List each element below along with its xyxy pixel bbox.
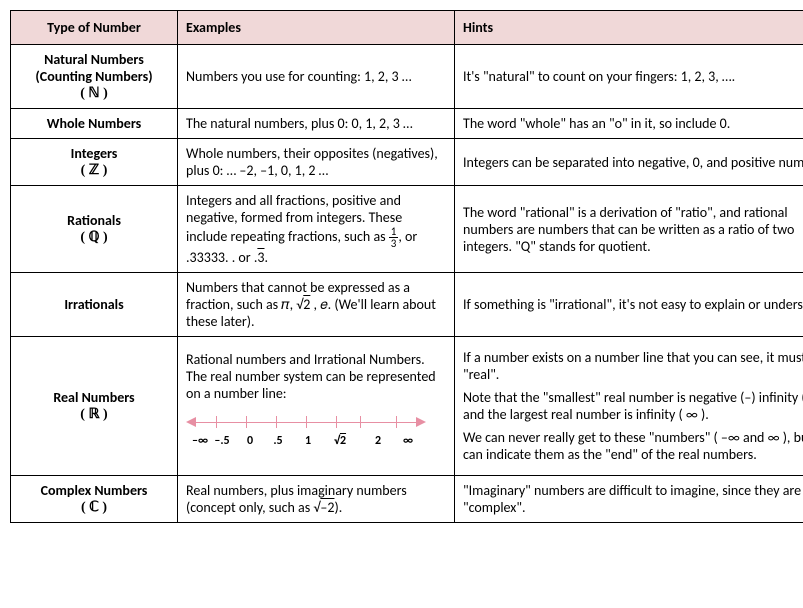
number-line-label: .5	[273, 434, 282, 448]
header-type: Type of Number	[11, 11, 178, 45]
header-examples: Examples	[178, 11, 455, 45]
natural-name-l1: Natural Numbers	[19, 51, 169, 68]
number-line-tick	[276, 416, 277, 428]
header-hints: Hints	[455, 11, 803, 45]
complex-ex-pt2: ).	[334, 499, 342, 516]
number-line-tick	[216, 416, 217, 428]
irrationals-hint: If something is "irrational", it's not e…	[455, 273, 803, 337]
rationals-ex-pt1: Integers and all fractions, positive and…	[186, 192, 402, 245]
complex-name: Complex Numbers	[19, 482, 169, 499]
number-line-label: √2	[334, 434, 346, 448]
row-rationals: Rationals ( ℚ ) Integers and all fractio…	[11, 186, 803, 273]
number-line-tick	[396, 416, 397, 428]
real-symbol: ( ℝ )	[19, 406, 169, 423]
natural-example: Numbers you use for counting: 1, 2, 3 …	[178, 45, 455, 109]
integers-hint: Integers can be separated into negative,…	[455, 139, 803, 186]
number-line-label: ∞	[403, 434, 413, 448]
header-row: Type of Number Examples Hints	[11, 11, 803, 45]
irrationals-name: Irrationals	[11, 273, 178, 337]
number-line-tick	[306, 416, 307, 428]
whole-hint: The word "whole" has an "o" in it, so in…	[455, 109, 803, 139]
row-irrationals: Irrationals Numbers that cannot be expre…	[11, 273, 803, 337]
number-line-label: 0	[247, 434, 253, 448]
number-line-label: 2	[375, 434, 381, 448]
integers-symbol: ( ℤ )	[19, 162, 169, 179]
number-line-label: –.5	[214, 434, 229, 448]
row-natural: Natural Numbers (Counting Numbers) ( ℕ )…	[11, 45, 803, 109]
arrow-right-icon	[416, 417, 426, 427]
complex-hint: "Imaginary" numbers are difficult to ima…	[455, 476, 803, 523]
sqrt-neg2: –2	[320, 499, 334, 516]
whole-name: Whole Numbers	[11, 109, 178, 139]
number-line-label: 1	[305, 434, 311, 448]
integers-name: Integers	[19, 145, 169, 162]
row-real: Real Numbers ( ℝ ) Rational numbers and …	[11, 337, 803, 476]
row-whole: Whole Numbers The natural numbers, plus …	[11, 109, 803, 139]
natural-hint: It's "natural" to count on your fingers:…	[455, 45, 803, 109]
real-name: Real Numbers	[19, 389, 169, 406]
number-line-tick	[336, 416, 337, 428]
real-hint-p3: We can never really get to these "number…	[463, 429, 803, 463]
complex-ex-pt1: Real numbers, plus imaginary numbers (co…	[186, 482, 407, 516]
irrationals-example: Numbers that cannot be expressed as a fr…	[178, 273, 455, 337]
whole-example: The natural numbers, plus 0: 0, 1, 2, 3 …	[178, 109, 455, 139]
fraction-one-third: 1 3	[389, 226, 399, 249]
complex-example: Real numbers, plus imaginary numbers (co…	[178, 476, 455, 523]
real-hint-p1: If a number exists on a number line that…	[463, 349, 803, 383]
rationals-name: Rationals	[19, 212, 169, 229]
rationals-ex-pt3: .	[264, 249, 268, 266]
frac-den: 3	[389, 238, 399, 249]
complex-symbol: ( ℂ )	[19, 499, 169, 516]
number-line-tick	[246, 416, 247, 428]
rationals-symbol: ( ℚ )	[19, 229, 169, 246]
rationals-hint: The word "rational" is a derivation of "…	[455, 186, 803, 273]
number-line-diagram: –∞ –.5 0 .5 1 √2 2 ∞	[186, 412, 446, 462]
number-types-table: Type of Number Examples Hints Natural Nu…	[10, 10, 803, 523]
number-line-label: –∞	[192, 434, 208, 448]
row-complex: Complex Numbers ( ℂ ) Real numbers, plus…	[11, 476, 803, 523]
real-hint-p2: Note that the "smallest" real number is …	[463, 389, 803, 423]
natural-name-l2: (Counting Numbers)	[19, 68, 169, 85]
rationals-example: Integers and all fractions, positive and…	[178, 186, 455, 273]
real-example: Rational numbers and Irrational Numbers.…	[186, 351, 446, 402]
natural-symbol: ( ℕ )	[19, 85, 169, 102]
row-integers: Integers ( ℤ ) Whole numbers, their oppo…	[11, 139, 803, 186]
integers-example: Whole numbers, their opposites (negative…	[178, 139, 455, 186]
number-line-tick	[360, 416, 361, 428]
